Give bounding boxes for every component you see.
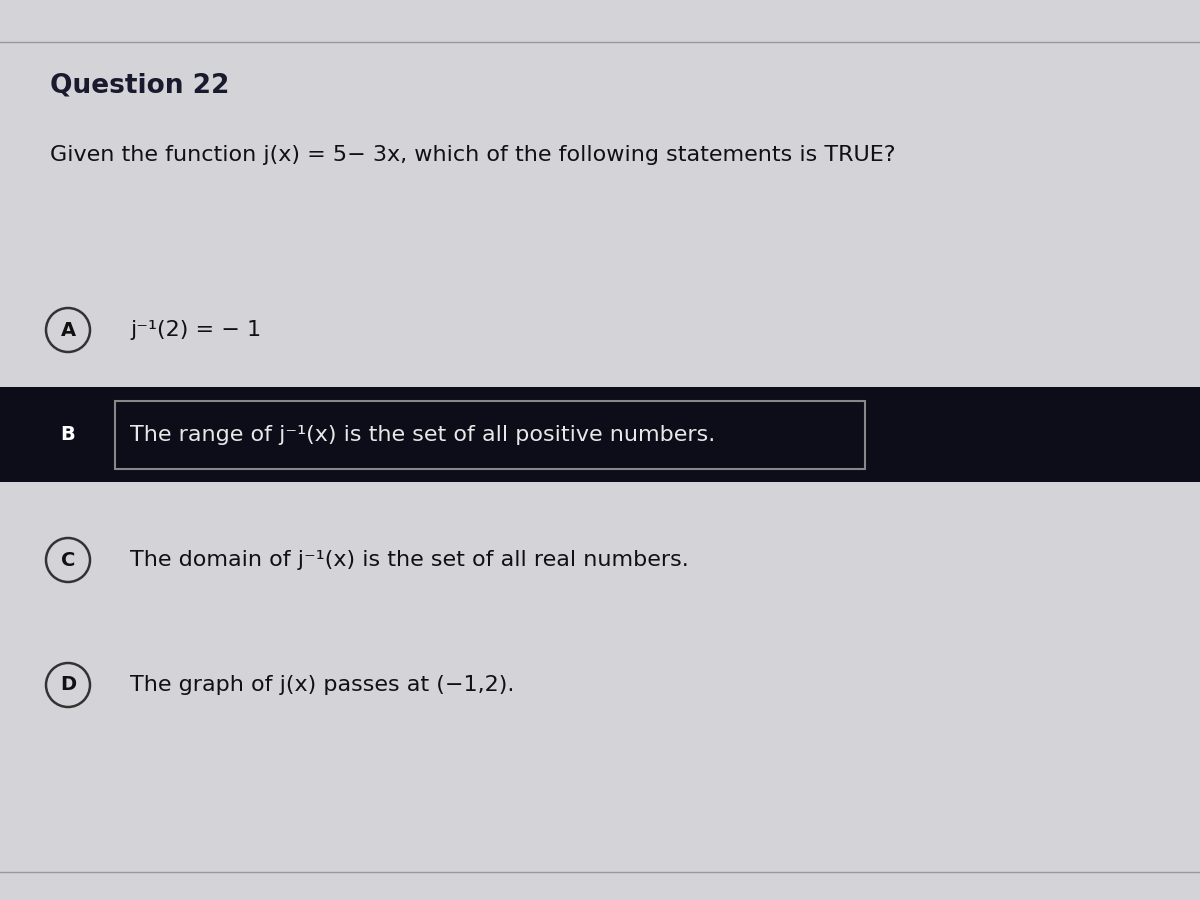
Text: D: D [60,676,76,695]
Circle shape [46,538,90,582]
Bar [0,387,1200,482]
Bar [115,401,865,469]
Circle shape [46,308,90,352]
Circle shape [46,413,90,457]
Text: The domain of j⁻¹(x) is the set of all real numbers.: The domain of j⁻¹(x) is the set of all r… [130,550,689,570]
Text: The range of j⁻¹(x) is the set of all positive numbers.: The range of j⁻¹(x) is the set of all po… [130,425,715,445]
Text: A: A [60,320,76,339]
Circle shape [46,663,90,707]
Text: B: B [61,426,76,445]
Text: The graph of j(x) passes at (−1,2).: The graph of j(x) passes at (−1,2). [130,675,515,695]
Text: j⁻¹(2) = − 1: j⁻¹(2) = − 1 [130,320,262,340]
Text: Question 22: Question 22 [50,72,229,98]
Text: C: C [61,551,76,570]
Text: Given the function j(x) = 5− 3x, which of the following statements is TRUE?: Given the function j(x) = 5− 3x, which o… [50,145,895,165]
